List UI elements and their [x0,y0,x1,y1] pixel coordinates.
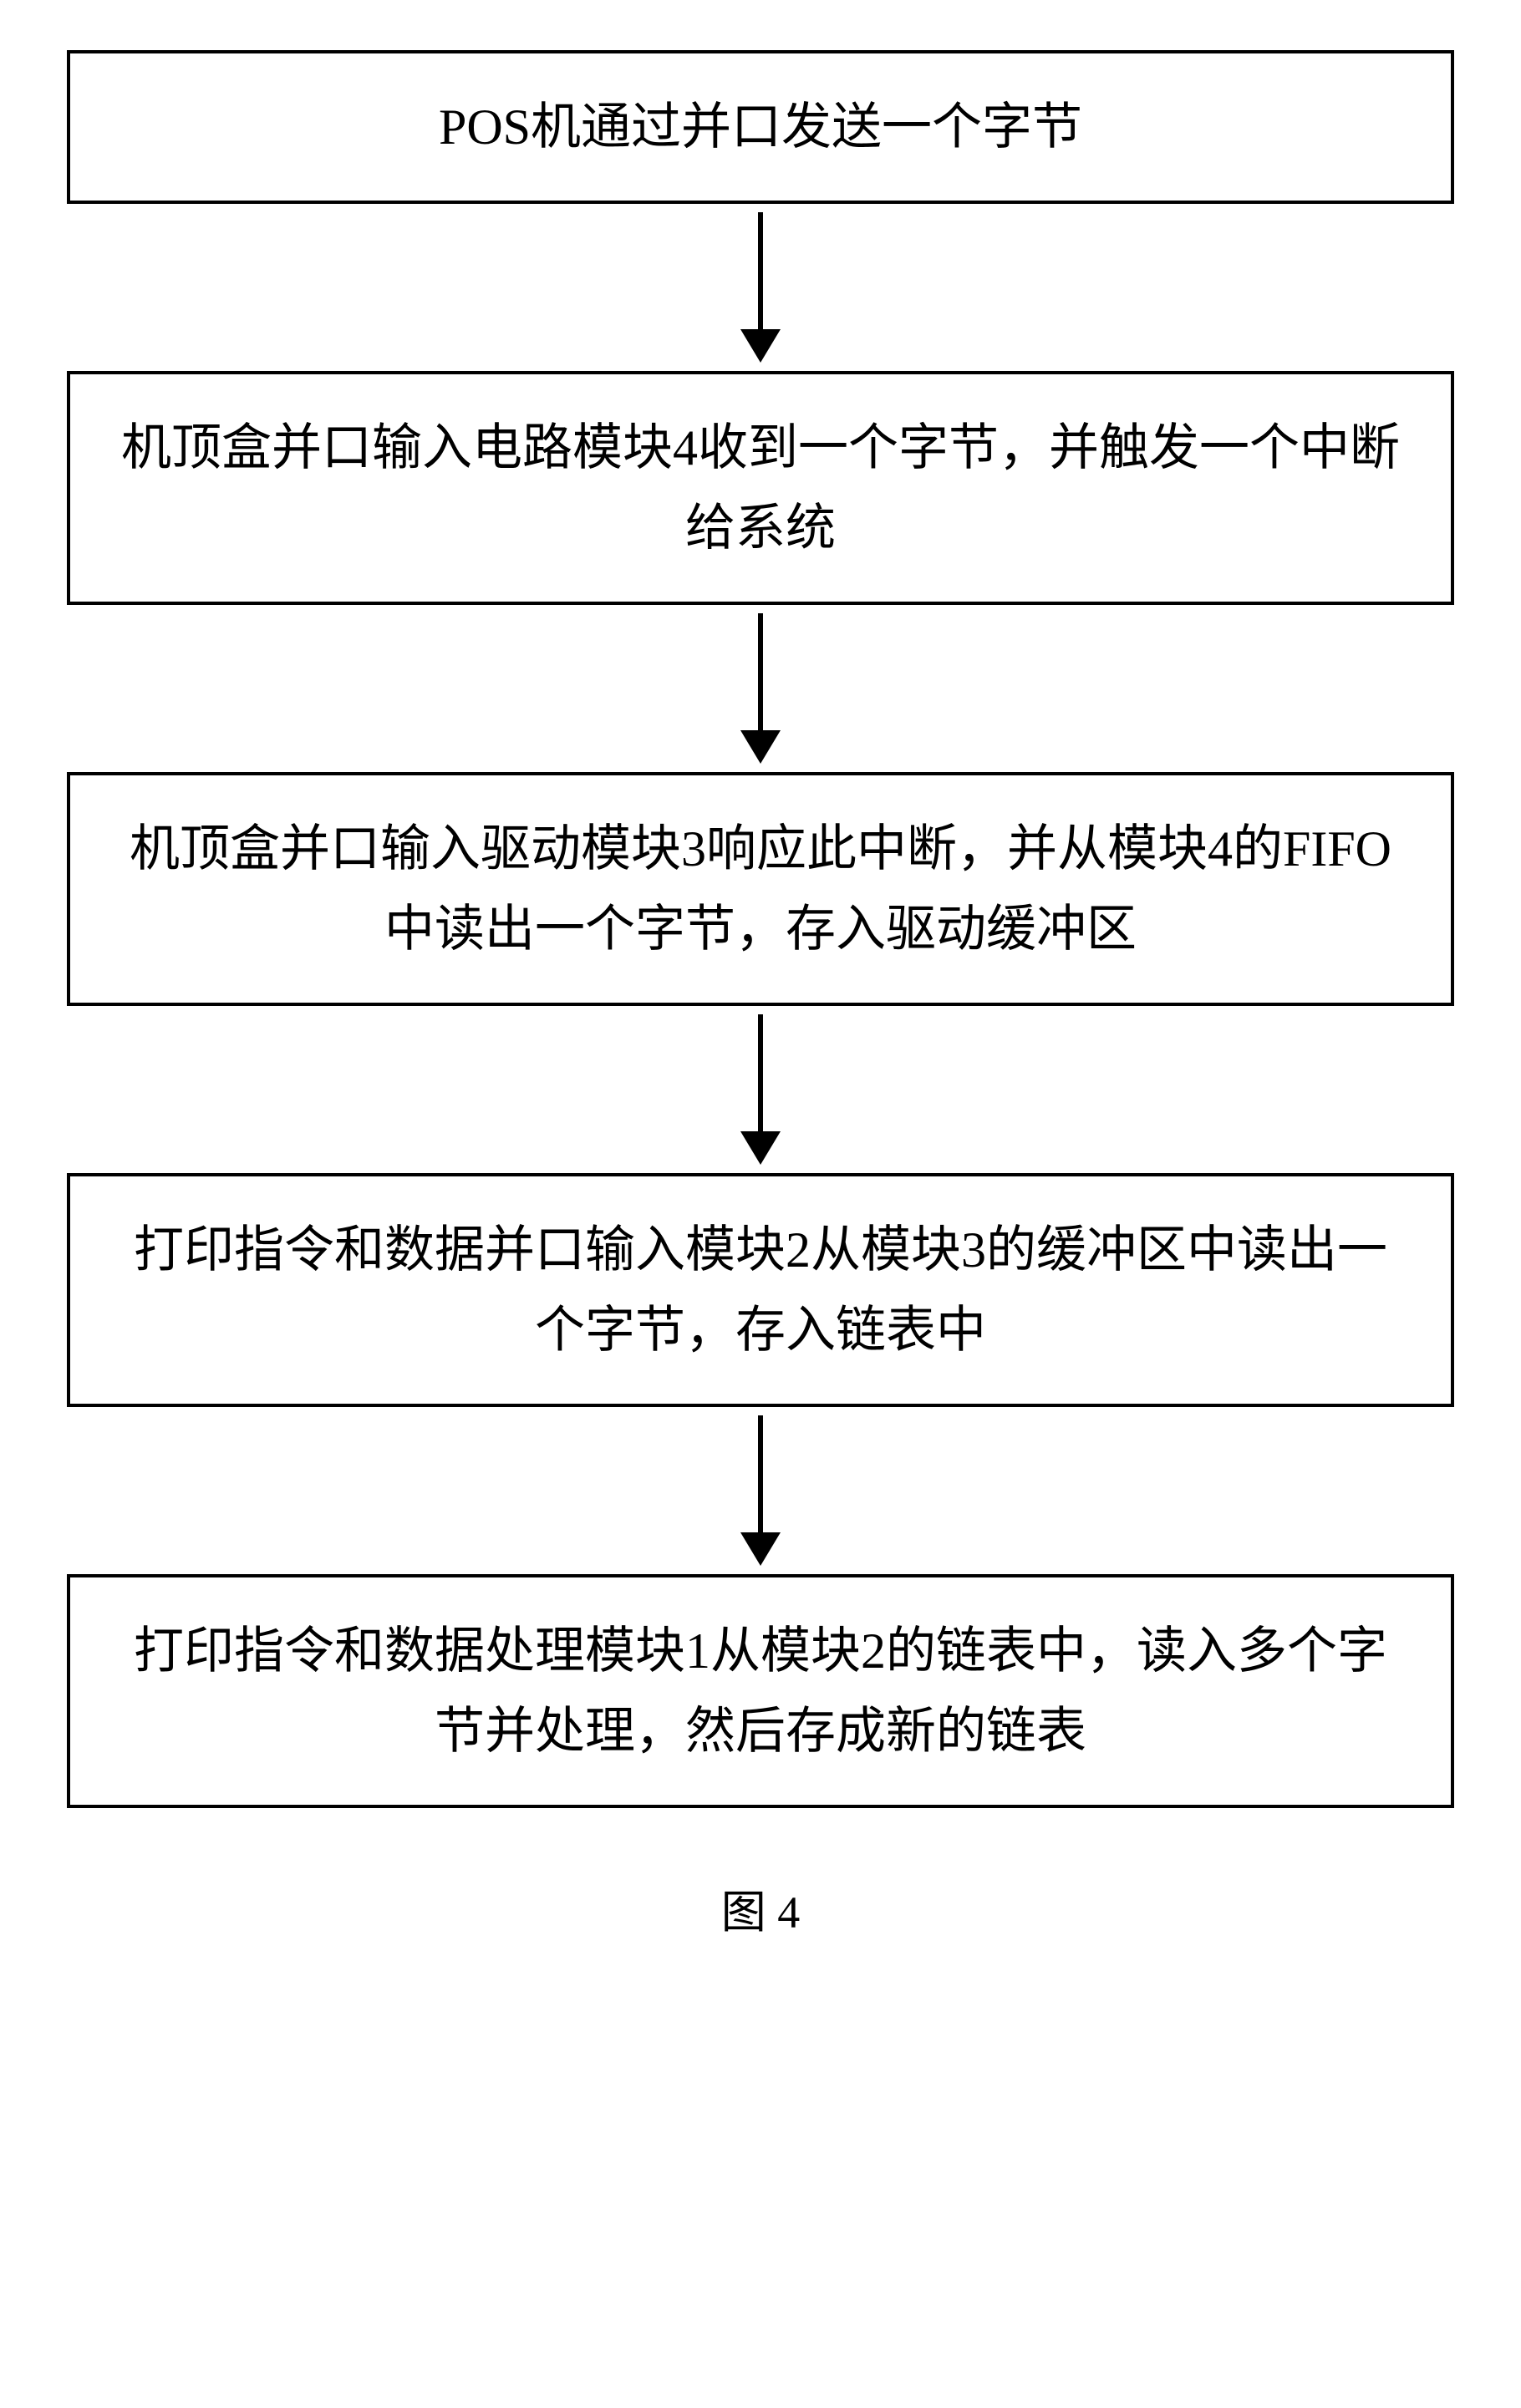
flowchart-arrow-3 [740,1006,781,1173]
flowchart-step-4: 打印指令和数据并口输入模块2从模块3的缓冲区中读出一个字节，存入链表中 [67,1173,1454,1407]
flowchart-arrow-4 [740,1407,781,1574]
flowchart-step-3: 机顶盒并口输入驱动模块3响应此中断，并从模块4的FIFO中读出一个字节，存入驱动… [67,772,1454,1006]
arrow-line [758,1415,763,1532]
arrow-line [758,1014,763,1131]
step-text: POS机通过并口发送一个字节 [439,87,1082,167]
flowchart-step-2: 机顶盒并口输入电路模块4收到一个字节，并触发一个中断给系统 [67,371,1454,605]
arrow-head-icon [740,1131,781,1165]
step-text: 机顶盒并口输入电路模块4收到一个字节，并触发一个中断给系统 [120,408,1401,568]
flowchart-arrow-1 [740,204,781,371]
arrow-head-icon [740,1532,781,1566]
arrow-line [758,613,763,730]
flowchart-step-1: POS机通过并口发送一个字节 [67,50,1454,204]
figure-caption: 图 4 [721,1875,801,1941]
flowchart-container: POS机通过并口发送一个字节 机顶盒并口输入电路模块4收到一个字节，并触发一个中… [67,50,1454,1808]
step-text: 打印指令和数据处理模块1从模块2的链表中，读入多个字节并处理，然后存成新的链表 [120,1611,1401,1771]
flowchart-step-5: 打印指令和数据处理模块1从模块2的链表中，读入多个字节并处理，然后存成新的链表 [67,1574,1454,1808]
step-text: 机顶盒并口输入驱动模块3响应此中断，并从模块4的FIFO中读出一个字节，存入驱动… [120,809,1401,969]
arrow-head-icon [740,730,781,764]
step-text: 打印指令和数据并口输入模块2从模块3的缓冲区中读出一个字节，存入链表中 [120,1210,1401,1370]
arrow-line [758,212,763,329]
flowchart-arrow-2 [740,605,781,772]
arrow-head-icon [740,329,781,363]
